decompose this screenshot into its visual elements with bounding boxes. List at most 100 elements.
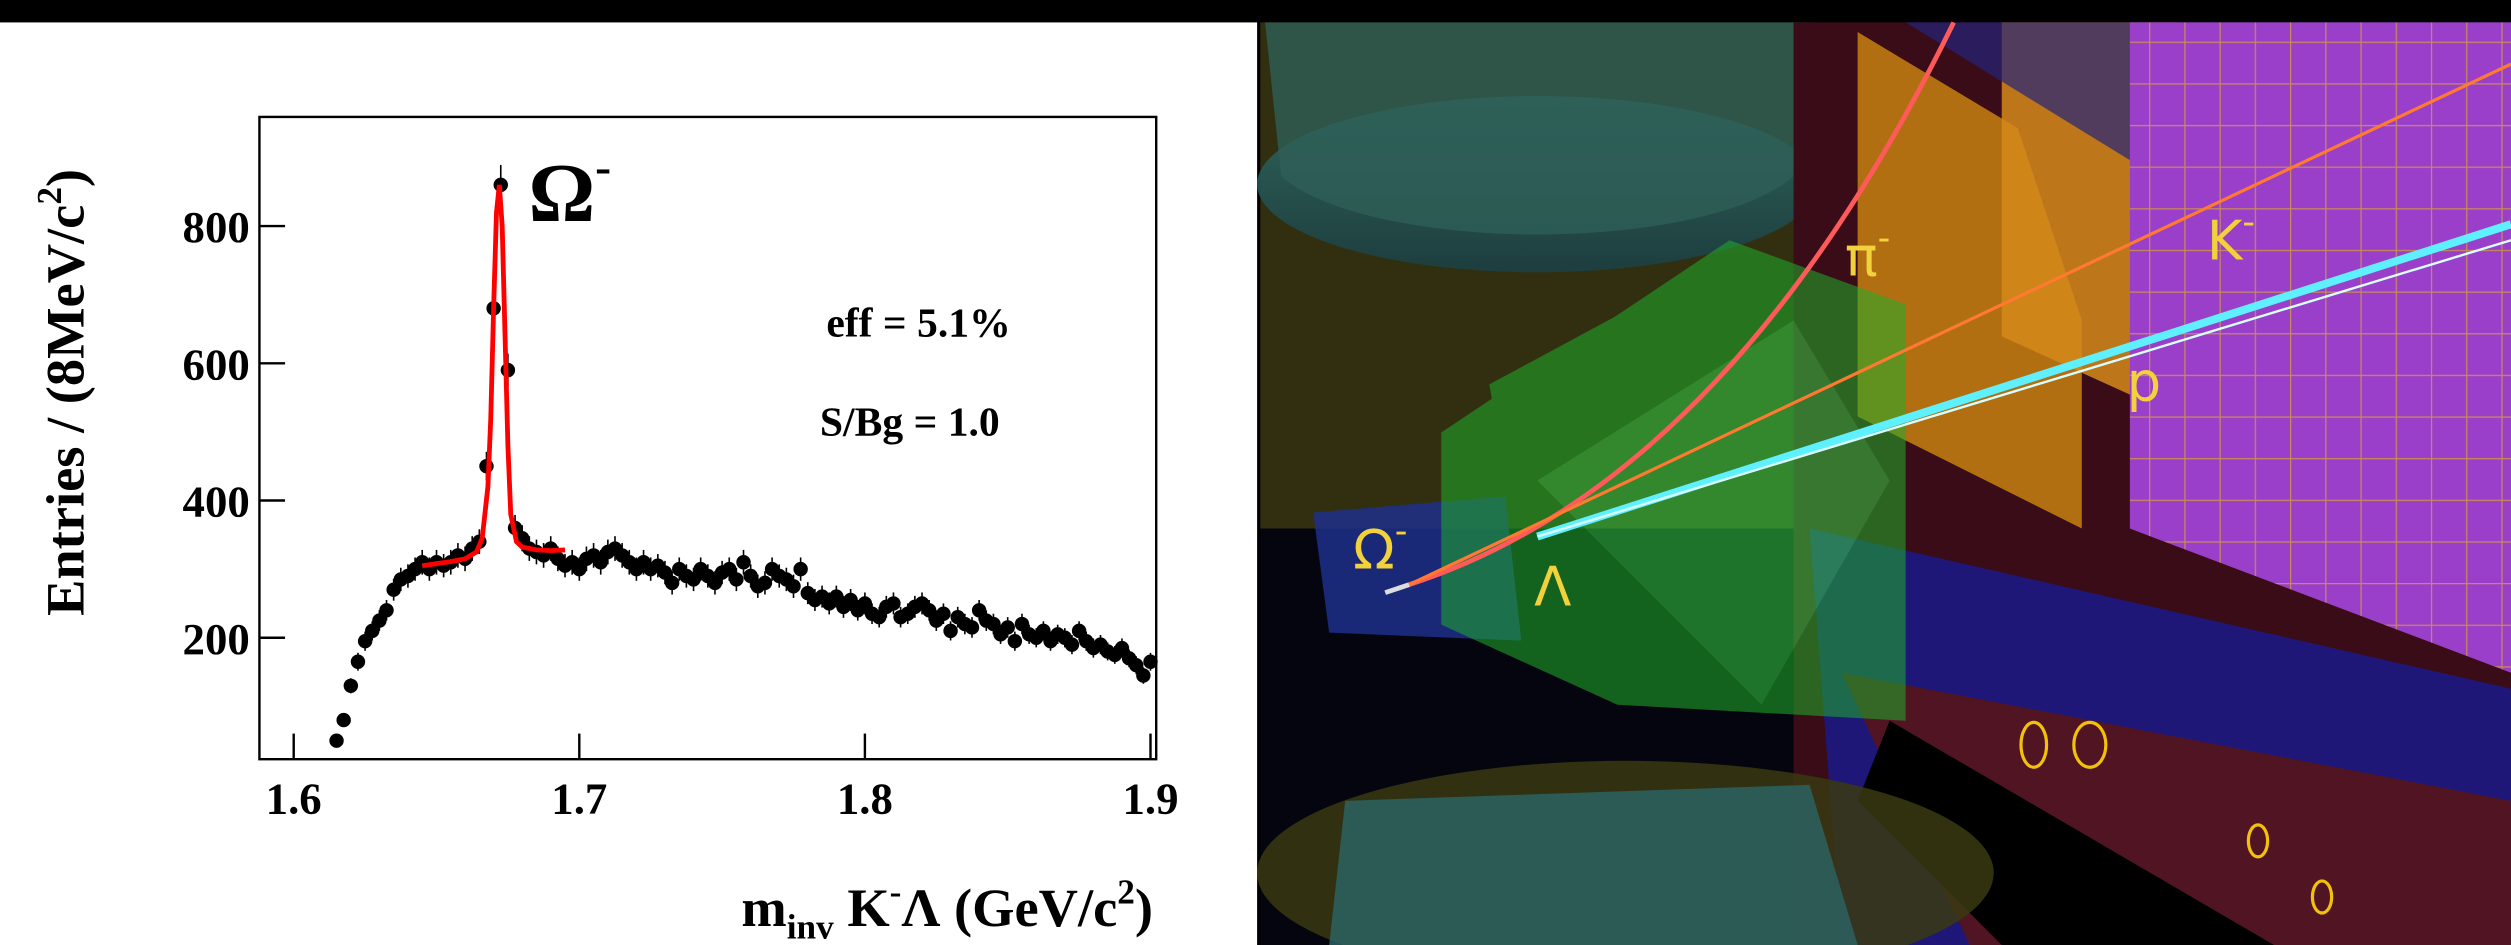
label-part: ) [34, 169, 95, 187]
data-point [793, 561, 808, 577]
data-point [1064, 637, 1080, 652]
rich-rings [2019, 720, 2334, 915]
label-part: Entries / (8MeV/c [34, 205, 95, 616]
cylinder-top-body [1265, 22, 1810, 235]
event-label: Ω- [1353, 511, 1407, 582]
data-point [722, 561, 737, 577]
data-point [657, 565, 673, 580]
data-point [343, 678, 359, 693]
label-text: π [1845, 224, 1878, 288]
pion-track [1408, 21, 1956, 587]
data-point [986, 616, 1001, 632]
x-tick-label: 1.8 [837, 774, 893, 824]
event-label: K- [2207, 202, 2255, 273]
annotation-text: Ω [528, 148, 595, 240]
event-label: π- [1845, 218, 1890, 289]
data-point [1143, 654, 1158, 669]
data-point [350, 654, 366, 669]
data-point [329, 733, 344, 748]
data-point [1036, 623, 1051, 639]
stat: S/Bg = 1.0 [820, 400, 1000, 446]
label-text: Ω [1353, 518, 1395, 582]
data-point [843, 592, 858, 608]
data-point [964, 620, 980, 635]
proton-track [1536, 220, 2511, 541]
label-sup: 2 [1117, 872, 1135, 911]
event-display: Ω- Λ π- K- p [1257, 21, 2511, 945]
data-point [829, 589, 844, 604]
label-part: Λ (GeV/c [901, 877, 1117, 938]
green-detector [1441, 240, 1906, 721]
x-tick-label: 1.7 [551, 774, 607, 824]
y-tick-label: 200 [183, 614, 250, 664]
label-sup: - [1395, 511, 1408, 552]
label-text: p [2127, 349, 2162, 413]
data-point [357, 633, 373, 649]
proton-track-core [1536, 239, 2511, 538]
data-point [871, 609, 887, 625]
label-text: K [2207, 208, 2244, 272]
label-sup: - [1878, 218, 1891, 259]
y-tick-label: 800 [183, 202, 250, 252]
data-point [886, 596, 901, 611]
x-tick-label: 1.6 [266, 774, 322, 824]
label-sup: - [890, 872, 902, 911]
data-point [1114, 640, 1130, 656]
label-part: K [834, 877, 890, 938]
data-point [1136, 668, 1151, 683]
y-tick-label: 600 [183, 339, 250, 389]
peak-annotation: Ω- [528, 141, 611, 240]
label-text: Λ [1534, 554, 1571, 618]
annotation-sup: - [595, 141, 611, 194]
data-point [664, 575, 680, 591]
data-point [743, 568, 758, 584]
data-point [593, 555, 608, 570]
data-point [707, 575, 723, 591]
data-point [1129, 657, 1144, 673]
label-part: ) [1135, 877, 1153, 938]
data-point [1014, 616, 1030, 632]
stat-text: eff = 5.1% [826, 300, 1010, 346]
data-point [857, 596, 873, 611]
data-point [757, 575, 773, 591]
data-point [365, 623, 380, 639]
label-sup: - [2242, 202, 2255, 243]
chart-panel [0, 22, 1258, 945]
plot-frame [258, 115, 1158, 761]
fit-curve [421, 184, 566, 569]
x-axis-label: minv K-Λ (GeV/c2) [741, 872, 1153, 945]
data-point [921, 603, 937, 618]
data-point [372, 613, 387, 628]
data-point [1000, 620, 1015, 635]
stat: eff = 5.1% [826, 300, 1010, 346]
data-point [386, 582, 401, 597]
x-tick-label: 1.9 [1122, 774, 1178, 824]
data-point [1007, 633, 1023, 649]
label-part: m [741, 877, 786, 938]
purple-grid [2129, 22, 2511, 673]
data-point [572, 561, 587, 577]
event-label: Λ [1534, 554, 1571, 618]
data-point [786, 579, 801, 594]
event-label: p [2127, 349, 2162, 413]
label-sub: inv [787, 908, 834, 945]
plot: 200 400 600 800 1.6 1.7 1.8 1.9 [183, 115, 1179, 824]
data-point [729, 572, 744, 587]
cylinder-bottom [1329, 784, 1858, 945]
data-point [736, 555, 751, 570]
kaon-track [1408, 62, 2511, 587]
data-point [943, 623, 958, 639]
vertex [1384, 582, 1410, 595]
y-axis-label: Entries / (8MeV/c2) [30, 169, 95, 616]
label-sup: 2 [30, 187, 69, 205]
data-point [1071, 623, 1087, 639]
stat-text: S/Bg = 1.0 [820, 400, 1000, 446]
data-point [936, 606, 951, 621]
data-point [971, 603, 987, 618]
data-point [686, 572, 701, 587]
data-point [336, 712, 351, 728]
y-tick-label: 400 [183, 477, 250, 527]
data-point [379, 603, 394, 618]
